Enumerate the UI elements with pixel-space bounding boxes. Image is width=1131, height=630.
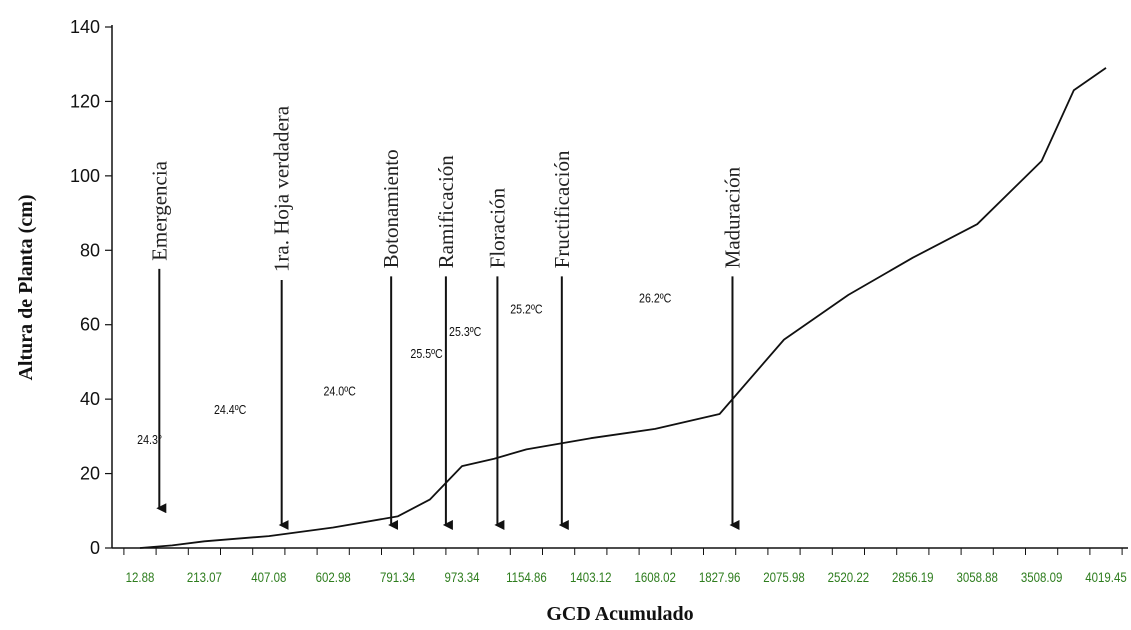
x-tick-label: 4019.45 xyxy=(1085,569,1126,585)
x-axis-ticks: 12.88 213.07 407.08 602.98 791.34 973.34 1154.… xyxy=(123,548,1127,585)
x-tick-label: 2856.19 xyxy=(892,569,933,585)
x-tick-label: 3508.09 xyxy=(1021,569,1062,585)
x-tick-label: 213.07 xyxy=(187,569,222,585)
x-tick-label: 602.98 xyxy=(316,569,351,585)
stage-markers: Emergencia 1ra. Hoja verdadera Botonamient… xyxy=(147,105,744,530)
y-tick-label: 140 xyxy=(70,17,100,37)
y-tick-label: 60 xyxy=(80,315,100,335)
x-axis-title: GCD Acumulado xyxy=(546,603,693,625)
x-tick-label: 407.08 xyxy=(251,569,286,585)
x-tick-label: 1403.12 xyxy=(570,569,611,585)
temperature-label: 24.3° xyxy=(137,432,162,447)
y-tick-label: 120 xyxy=(70,91,100,111)
y-tick-label: 80 xyxy=(80,240,100,260)
temperature-label: 25.2ºC xyxy=(510,302,543,317)
x-tick-label: 1827.96 xyxy=(699,569,740,585)
x-tick-label: 2520.22 xyxy=(828,569,869,585)
x-tick-label: 3058.88 xyxy=(956,569,997,585)
stage-label: Fructificación xyxy=(550,150,574,268)
y-tick-label: 100 xyxy=(70,166,100,186)
temperature-label: 26.2ºC xyxy=(639,290,672,305)
series-group xyxy=(139,67,1107,549)
x-tick-label: 791.34 xyxy=(380,569,415,585)
stage-label: Floración xyxy=(485,187,509,268)
y-tick-label: 40 xyxy=(80,389,100,409)
temperature-label: 25.5ºC xyxy=(410,346,443,361)
stage-label: Botonamiento xyxy=(379,149,403,268)
y-axis-title: Altura de Planta (cm) xyxy=(15,194,37,380)
axes xyxy=(111,25,1128,549)
x-tick-label: 973.34 xyxy=(444,569,479,585)
y-tick-label: 0 xyxy=(90,538,100,558)
x-tick-label: 2075.98 xyxy=(763,569,804,585)
temperature-label: 25.3ºC xyxy=(449,324,482,339)
temperature-labels: 24.3° 24.4ºC 24.0ºC 25.5ºC 25.3ºC 25.2ºC 26.2º… xyxy=(137,290,672,447)
stage-label: Maduración xyxy=(720,166,744,268)
x-tick-label: 1154.86 xyxy=(506,569,547,585)
temperature-label: 24.4ºC xyxy=(214,402,247,417)
growth-line xyxy=(139,67,1107,549)
x-tick-label: 12.88 xyxy=(126,569,155,585)
stage-label: Emergencia xyxy=(147,160,171,261)
y-tick-label: 20 xyxy=(80,464,100,484)
x-tick-label: 1608.02 xyxy=(634,569,675,585)
stage-label: 1ra. Hoja verdadera xyxy=(270,105,294,272)
temperature-label: 24.0ºC xyxy=(323,383,356,398)
stage-label: Ramificación xyxy=(434,155,458,269)
y-axis-ticks: 0 20 40 60 80 100 120 140 xyxy=(70,17,112,558)
